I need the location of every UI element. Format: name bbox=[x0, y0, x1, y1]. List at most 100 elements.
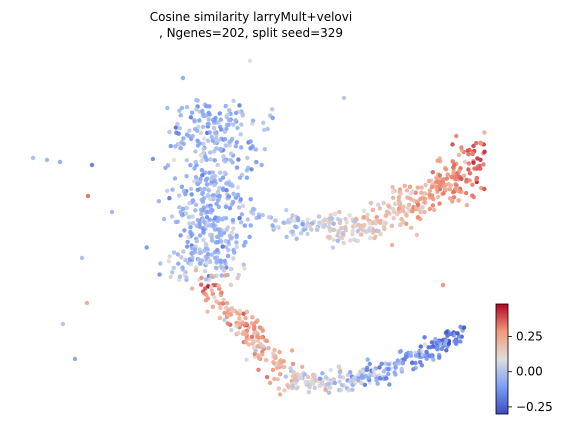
scatter-point bbox=[245, 217, 250, 222]
scatter-points bbox=[30, 58, 487, 397]
scatter-point bbox=[223, 273, 228, 278]
scatter-point bbox=[435, 194, 441, 200]
scatter-point bbox=[466, 161, 471, 166]
scatter-point bbox=[199, 158, 204, 164]
scatter-point bbox=[243, 321, 249, 326]
scatter-point bbox=[415, 199, 420, 204]
scatter-point bbox=[236, 330, 241, 336]
scatter-point bbox=[219, 290, 224, 295]
scatter-point bbox=[401, 204, 406, 209]
scatter-point bbox=[426, 178, 432, 184]
scatter-point bbox=[210, 138, 215, 143]
scatter-point bbox=[156, 199, 162, 204]
scatter-point bbox=[474, 177, 479, 182]
scatter-point bbox=[195, 187, 200, 192]
scatter-point bbox=[209, 273, 214, 278]
scatter-point bbox=[292, 376, 297, 381]
scatter-point bbox=[184, 244, 190, 249]
scatter-point bbox=[186, 214, 192, 220]
scatter-point bbox=[364, 216, 370, 221]
scatter-point bbox=[461, 173, 467, 178]
scatter-point bbox=[184, 205, 189, 211]
scatter-point bbox=[195, 181, 200, 186]
scatter-point bbox=[109, 209, 115, 215]
scatter-point bbox=[229, 230, 235, 235]
scatter-point bbox=[395, 212, 400, 217]
scatter-point bbox=[210, 170, 216, 175]
scatter-point bbox=[183, 257, 188, 263]
scatter-point bbox=[234, 140, 239, 145]
scatter-point bbox=[220, 301, 226, 306]
scatter-point bbox=[387, 211, 392, 216]
scatter-point bbox=[393, 365, 398, 370]
scatter-point bbox=[301, 227, 306, 233]
scatter-point bbox=[350, 232, 355, 237]
scatter-point bbox=[202, 248, 207, 253]
scatter-point bbox=[436, 339, 441, 345]
scatter-point bbox=[401, 219, 406, 224]
scatter-point bbox=[222, 136, 228, 142]
scatter-point bbox=[351, 375, 357, 381]
scatter-point bbox=[190, 214, 195, 219]
scatter-point bbox=[478, 141, 484, 146]
scatter-point bbox=[283, 374, 288, 379]
scatter-point bbox=[219, 229, 224, 235]
scatter-point bbox=[231, 226, 236, 231]
scatter-point bbox=[194, 107, 199, 112]
scatter-point bbox=[384, 376, 389, 381]
scatter-point bbox=[219, 127, 224, 132]
scatter-point bbox=[254, 159, 259, 165]
scatter-point bbox=[391, 215, 396, 221]
scatter-point bbox=[311, 373, 316, 379]
scatter-point bbox=[223, 216, 229, 221]
scatter-point bbox=[250, 315, 255, 320]
scatter-point bbox=[204, 157, 209, 162]
scatter-point bbox=[422, 191, 428, 196]
scatter-point bbox=[331, 227, 336, 232]
scatter-point bbox=[466, 152, 471, 157]
scatter-point bbox=[450, 159, 455, 164]
scatter-point bbox=[277, 362, 282, 368]
scatter-point bbox=[451, 171, 456, 176]
scatter-point bbox=[170, 187, 175, 192]
scatter-point bbox=[198, 207, 204, 212]
scatter-point bbox=[215, 162, 220, 168]
scatter-point bbox=[276, 386, 282, 391]
scatter-point bbox=[338, 218, 343, 223]
scatter-point bbox=[205, 220, 210, 225]
scatter-point bbox=[300, 364, 305, 369]
scatter-point bbox=[396, 195, 402, 200]
scatter-point bbox=[336, 230, 341, 235]
scatter-point bbox=[375, 381, 380, 386]
scatter-point bbox=[415, 185, 420, 190]
scatter-point bbox=[228, 282, 234, 288]
scatter-point bbox=[238, 197, 243, 202]
scatter-point bbox=[370, 230, 376, 235]
scatter-point bbox=[404, 213, 409, 218]
scatter-point bbox=[204, 209, 209, 215]
scatter-point bbox=[317, 376, 323, 381]
scatter-point bbox=[450, 142, 455, 147]
scatter-point bbox=[397, 187, 403, 192]
scatter-point bbox=[409, 225, 414, 230]
scatter-point bbox=[264, 374, 270, 380]
scatter-point bbox=[190, 133, 195, 139]
scatter-point bbox=[210, 304, 216, 309]
scatter-point bbox=[194, 223, 199, 228]
scatter-point bbox=[195, 143, 201, 148]
scatter-point bbox=[223, 143, 228, 148]
scatter-point bbox=[449, 174, 454, 180]
scatter-point bbox=[335, 238, 340, 243]
scatter-point bbox=[360, 375, 365, 380]
scatter-point bbox=[444, 176, 450, 181]
scatter-point bbox=[399, 366, 404, 372]
scatter-point bbox=[217, 170, 223, 175]
scatter-point bbox=[270, 367, 276, 373]
scatter-point bbox=[290, 361, 296, 367]
scatter-point bbox=[439, 346, 444, 352]
scatter-point bbox=[288, 366, 293, 371]
scatter-point bbox=[364, 229, 369, 235]
scatter-point bbox=[248, 139, 253, 144]
scatter-point bbox=[221, 268, 227, 273]
scatter-point bbox=[198, 130, 204, 136]
